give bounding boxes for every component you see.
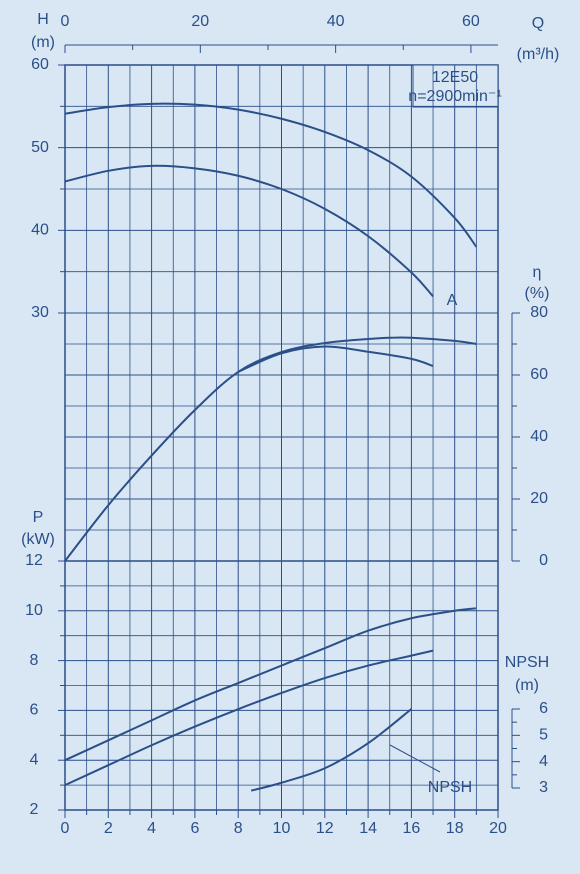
- axis-label: H: [37, 11, 49, 28]
- y-tick-label: 60: [31, 56, 49, 73]
- x-tick-label: 14: [359, 820, 377, 837]
- y-tick-label: 2: [30, 801, 39, 818]
- x-tick-label: 6: [190, 820, 199, 837]
- axis-unit: (m): [31, 34, 55, 51]
- x-tick-label: 10: [273, 820, 291, 837]
- y-tick-label: 50: [31, 139, 49, 156]
- curve: [64, 607, 477, 762]
- x-tick-label: 8: [234, 820, 243, 837]
- y-tick-label: 80: [530, 304, 548, 321]
- y-tick-label: 10: [25, 602, 43, 619]
- top-tick-label: 20: [191, 13, 209, 30]
- axis-label: P: [33, 509, 44, 526]
- y-tick-label: 40: [530, 428, 548, 445]
- annotation: NPSH: [428, 779, 472, 796]
- axis-label: η: [533, 264, 542, 281]
- curve: [64, 102, 478, 248]
- x-tick-label: 12: [316, 820, 334, 837]
- y-tick-label: 5: [539, 727, 548, 744]
- axis-unit: (m³/h): [517, 46, 560, 63]
- annotation-box: [412, 64, 499, 108]
- y-tick-label: 20: [530, 490, 548, 507]
- y-tick-label: 6: [30, 702, 39, 719]
- y-tick-label: 60: [530, 366, 548, 383]
- axis-label: Q: [532, 15, 544, 32]
- curve: [64, 336, 477, 562]
- y-tick-label: 4: [30, 751, 39, 768]
- top-tick-label: 60: [462, 13, 480, 30]
- annotation: n=2900min⁻¹: [408, 88, 501, 105]
- curve: [64, 164, 434, 298]
- y-tick-label: 8: [30, 652, 39, 669]
- y-tick-label: 12: [25, 552, 43, 569]
- x-tick-label: 4: [147, 820, 156, 837]
- top-tick-label: 0: [61, 13, 70, 30]
- curve: [64, 649, 434, 787]
- y-tick-label: 40: [31, 222, 49, 239]
- curve: [237, 345, 434, 373]
- annotation: A: [447, 292, 458, 309]
- leader-line: [389, 744, 441, 773]
- curve: [250, 708, 413, 792]
- axis-unit: (kW): [21, 531, 55, 548]
- y-tick-label: 4: [539, 753, 548, 770]
- y-tick-label: 0: [539, 552, 548, 569]
- axis-unit: (%): [525, 285, 550, 302]
- y-tick-label: 3: [539, 779, 548, 796]
- axis-unit: (m): [515, 677, 539, 694]
- x-tick-label: 2: [104, 820, 113, 837]
- x-tick-label: 18: [446, 820, 464, 837]
- top-tick-label: 40: [327, 13, 345, 30]
- y-tick-label: 6: [539, 700, 548, 717]
- annotation: 12E50: [432, 69, 478, 86]
- x-tick-label: 20: [489, 820, 507, 837]
- x-tick-label: 16: [403, 820, 421, 837]
- x-tick-label: 0: [61, 820, 70, 837]
- axis-label: NPSH: [505, 654, 549, 671]
- y-tick-label: 30: [31, 304, 49, 321]
